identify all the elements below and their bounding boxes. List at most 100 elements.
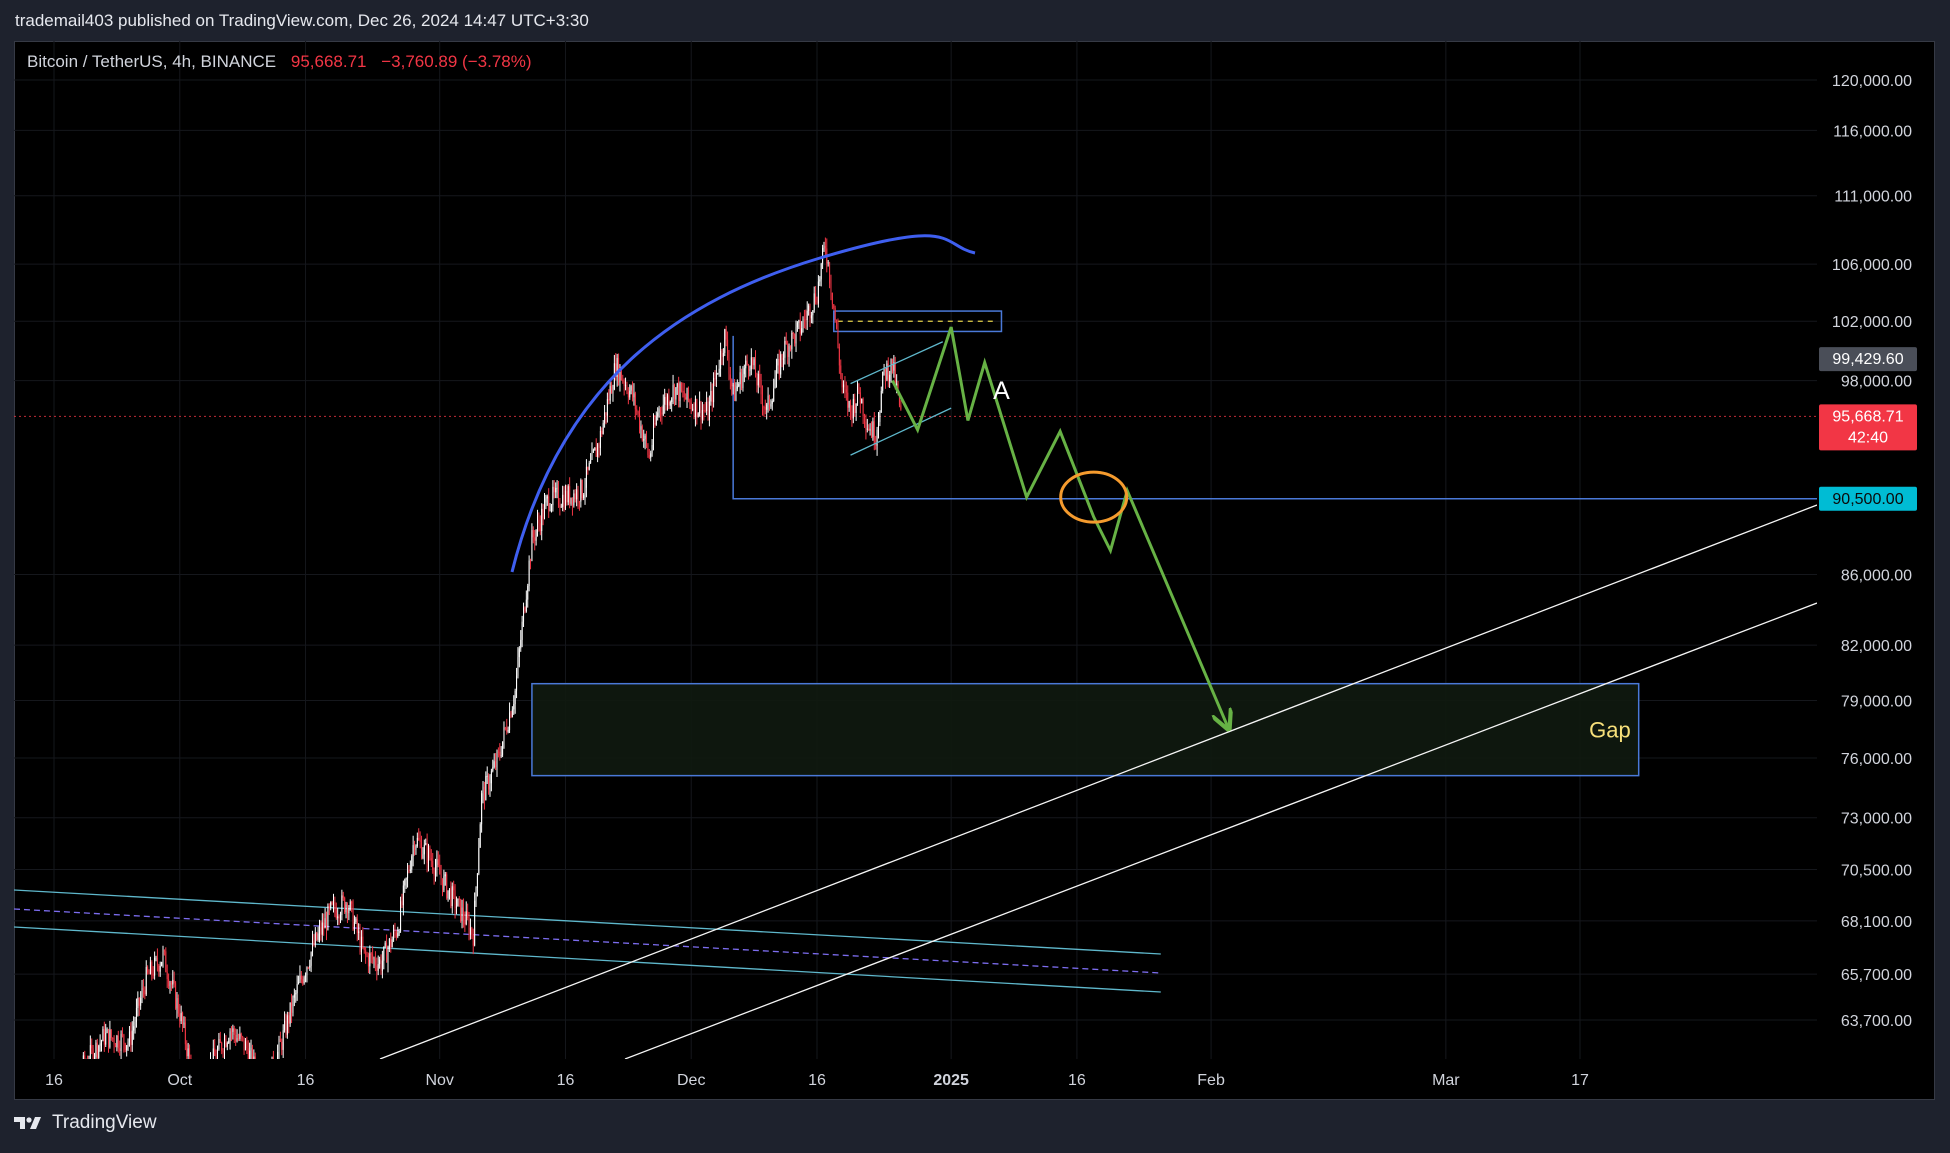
candle-body — [583, 494, 585, 499]
candle-body — [423, 844, 425, 855]
candle-body — [703, 410, 705, 412]
candle-body — [331, 902, 333, 905]
candle-body — [277, 1051, 279, 1059]
candle-body — [714, 377, 716, 380]
candle-body — [771, 401, 773, 404]
candle-body — [854, 398, 856, 413]
candle-body — [458, 898, 460, 900]
candle-body — [479, 824, 481, 848]
candle-body — [866, 428, 868, 430]
candle-body — [693, 408, 695, 417]
candle-body — [598, 444, 600, 448]
candle-body — [641, 426, 643, 441]
candle-body — [694, 399, 696, 417]
candle-body — [296, 984, 298, 994]
candle-body — [530, 560, 532, 562]
candle-body — [721, 350, 723, 357]
y-tick-label: 65,700.00 — [1841, 967, 1912, 984]
candle-body — [127, 1042, 129, 1046]
candle-body — [151, 962, 153, 974]
candle-body — [163, 950, 165, 952]
candle-body — [659, 408, 661, 413]
candle-body — [72, 1085, 73, 1091]
channel-mid — [14, 908, 1161, 974]
candle-body — [415, 845, 417, 850]
candle-body — [292, 997, 294, 1013]
candle-body — [731, 379, 733, 387]
price-tag-label: 99,429.60 — [1832, 351, 1903, 368]
candle-body — [475, 887, 477, 901]
candle-body — [672, 385, 674, 399]
candle-body — [742, 374, 744, 389]
candle-body — [302, 979, 304, 984]
candle-body — [550, 505, 552, 510]
candle-body — [226, 1042, 228, 1047]
candle-body — [870, 428, 873, 437]
candle-body — [761, 394, 764, 407]
candle-body — [896, 383, 898, 386]
candle-body — [106, 1029, 108, 1033]
candle-body — [852, 398, 854, 419]
candle-body — [757, 373, 759, 386]
candle-body — [381, 960, 383, 971]
candle-body — [200, 1088, 201, 1089]
candle-body — [829, 262, 831, 284]
time-axis[interactable]: 16 Oct 16 Nov 16 Dec 16 2025 16 Feb Mar 17 — [45, 1072, 1589, 1089]
candle-body — [110, 1029, 112, 1038]
chart-pane[interactable] — [14, 41, 1935, 1100]
candle-body — [749, 369, 751, 371]
candle-body — [263, 1098, 264, 1100]
candle-body — [250, 1047, 252, 1051]
candle-body — [743, 368, 745, 375]
candle-body — [817, 281, 819, 304]
candle-body — [570, 497, 572, 504]
candle-body — [502, 741, 504, 756]
candle-body — [708, 401, 710, 421]
candle-body — [566, 490, 568, 503]
candle-body — [168, 979, 170, 987]
candle-body — [668, 395, 670, 406]
candle-body — [571, 497, 573, 506]
candle-body — [605, 412, 607, 416]
candle-body — [204, 1074, 205, 1079]
candle-body — [738, 384, 740, 387]
candle-body — [95, 1042, 97, 1057]
candle-body — [493, 761, 495, 768]
candle-body — [320, 927, 322, 935]
candle-body — [421, 842, 423, 859]
candle-body — [592, 450, 594, 452]
candle-body — [612, 389, 614, 394]
candle-body — [135, 1007, 137, 1023]
candle-body — [868, 428, 870, 431]
candle-body — [189, 1048, 191, 1059]
candle-body — [183, 1022, 185, 1025]
candle-body — [543, 502, 546, 519]
candle-body — [815, 293, 817, 303]
candle-body — [140, 997, 142, 1006]
candle-body — [573, 493, 575, 506]
price-tag-label: 95,668.71 — [1832, 408, 1903, 425]
price-axis[interactable]: 120,000.00 116,000.00 111,000.00 106,000.00… — [1832, 73, 1912, 1030]
candle-body — [485, 776, 487, 801]
candle-body — [299, 975, 301, 982]
candle-body — [847, 392, 849, 408]
candle-body — [81, 1070, 82, 1071]
candle-body — [845, 389, 847, 393]
candle-body — [774, 379, 776, 389]
candle-body — [373, 958, 375, 960]
candle-body — [882, 371, 884, 391]
candle-body — [393, 929, 395, 940]
candle-body — [249, 1050, 251, 1059]
candle-body — [380, 959, 382, 971]
candle-body — [601, 431, 603, 434]
candle-body — [376, 965, 378, 971]
candle-body — [430, 858, 432, 861]
price-tag-box — [1819, 404, 1917, 451]
candle-body — [706, 401, 708, 412]
drawings-background — [14, 310, 1817, 1059]
candle-body — [216, 1049, 219, 1059]
candle-body — [441, 878, 443, 891]
candle-body — [872, 421, 874, 437]
footer-brand[interactable]: TradingView — [14, 1112, 157, 1134]
